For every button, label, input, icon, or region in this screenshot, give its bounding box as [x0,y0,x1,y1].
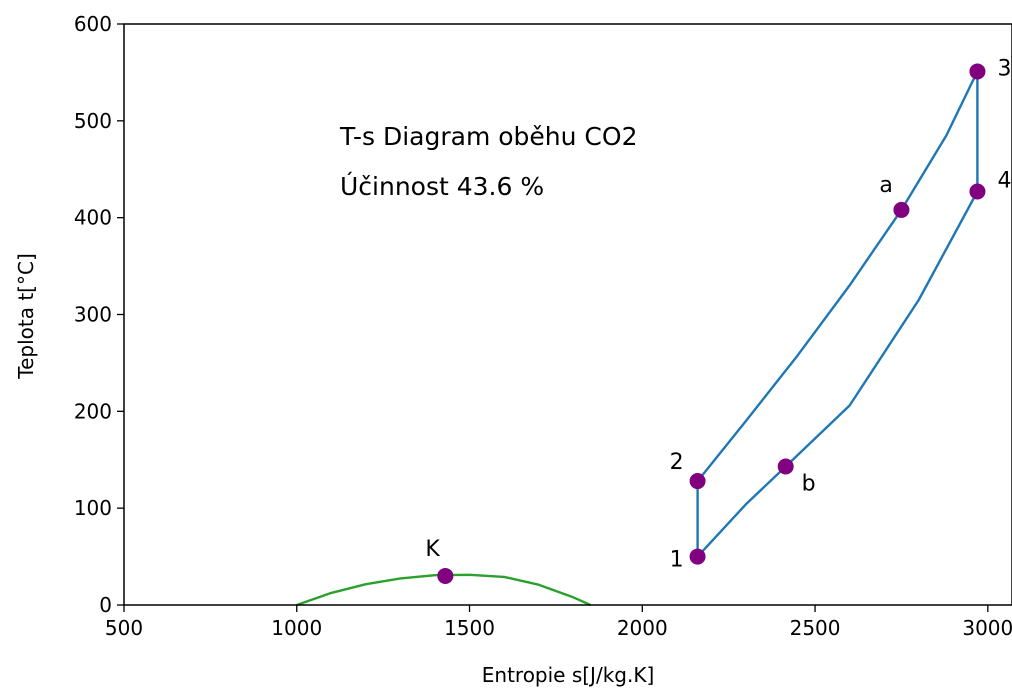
x-tick-label: 1000 [271,616,322,640]
y-tick-label: 400 [74,206,112,230]
point-label-b: b [802,472,816,497]
point-marker-4 [969,183,986,200]
x-tick-label: 2500 [790,616,841,640]
point-label-3: 3 [997,56,1011,81]
y-tick-label: 200 [74,399,112,423]
y-tick-label: 100 [74,496,112,520]
series-line-1 [696,70,979,558]
point-label-2: 2 [670,450,684,475]
point-label-a: a [879,173,892,198]
annotation-2: Účinnost 43.6 % [340,171,544,201]
point-label-4: 4 [997,169,1011,194]
annotation-1: T-s Diagram oběhu CO2 [339,122,637,151]
annotations: T-s Diagram oběhu CO2 Účinnost 43.6 % [339,122,637,201]
axis-ticks: 500 1000 1500 2000 2500 3000 0 100 200 300 400 500 6… [74,12,1012,640]
x-tick-label: 2000 [617,616,668,640]
axes-frame [123,23,1012,606]
x-axis-title: Entropie s[J/kg.K] [482,663,655,687]
x-tick-label: 500 [105,616,143,640]
point-marker-2 [689,473,706,490]
y-tick-label: 300 [74,303,112,327]
y-axis-title: Teplota t[°C] [14,253,38,379]
point-label-1: 1 [670,548,684,573]
y-tick-label: 500 [74,109,112,133]
point-marker-b [777,458,794,475]
point-label-K: K [425,537,440,562]
point-marker-a [893,201,910,218]
plot-area: 1 2 a 3 4 b K [296,56,1011,607]
point-marker-K [437,567,454,584]
point-marker-3 [969,63,986,80]
point-marker-1 [689,548,706,565]
x-tick-label: 3000 [962,616,1012,640]
y-tick-label: 0 [99,593,112,617]
y-tick-label: 600 [74,12,112,36]
x-tick-label: 1500 [444,616,495,640]
